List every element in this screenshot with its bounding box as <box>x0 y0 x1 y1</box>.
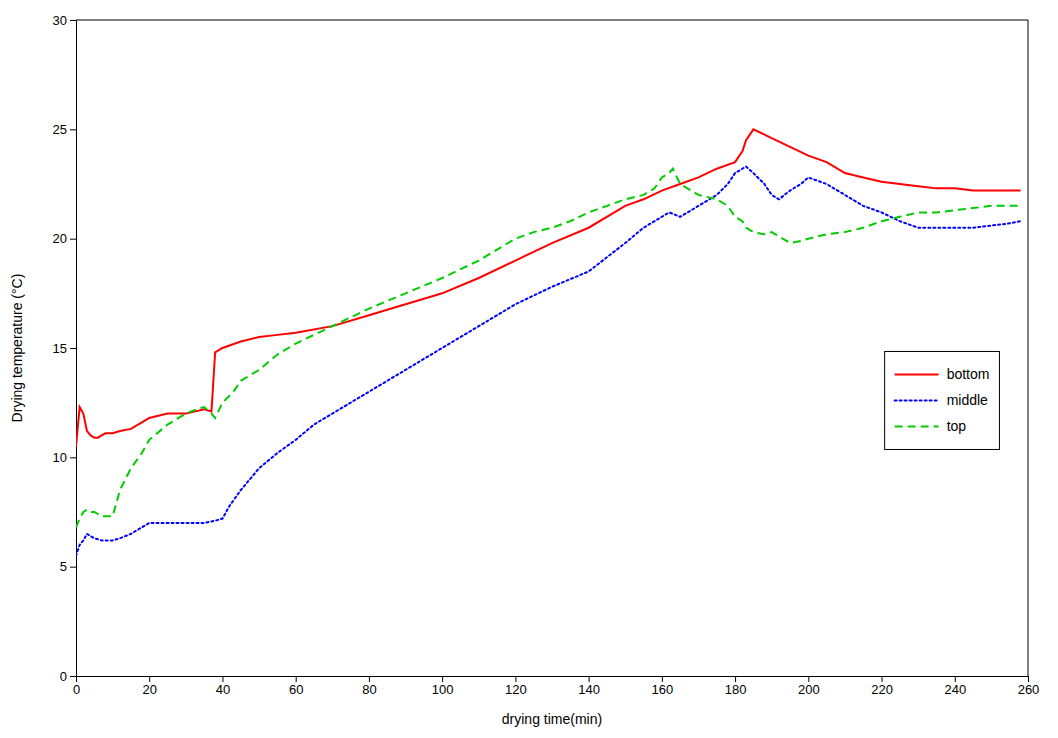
tick-label: 15 <box>53 341 67 356</box>
tick: 40 <box>216 676 230 697</box>
tick-label: 240 <box>944 682 966 697</box>
tick-label: 5 <box>60 559 67 574</box>
tick-label: 40 <box>216 682 230 697</box>
tick: 60 <box>289 676 303 697</box>
x-axis-title: drying time(min) <box>502 711 602 727</box>
tick-mark <box>70 239 76 240</box>
tick-mark <box>70 129 76 130</box>
tick: 5 <box>60 559 76 574</box>
tick-mark <box>296 676 297 682</box>
tick: 30 <box>53 13 76 28</box>
line <box>76 167 1021 556</box>
tick-label: 60 <box>289 682 303 697</box>
tick: 10 <box>53 450 76 465</box>
tick-label: 25 <box>53 122 67 137</box>
legend-entry: bottom <box>947 366 990 382</box>
tick-label: 10 <box>53 450 67 465</box>
axis-line <box>77 677 1029 683</box>
tick-label: 160 <box>651 682 673 697</box>
tick-label: 100 <box>432 682 454 697</box>
tick-label: 0 <box>60 669 67 684</box>
tick-mark <box>70 457 76 458</box>
tick: 200 <box>798 676 820 697</box>
axis-line <box>70 21 77 677</box>
tick-label: 260 <box>1018 682 1040 697</box>
tick-mark <box>442 676 443 682</box>
tick-label: 220 <box>871 682 893 697</box>
frame <box>76 20 1028 21</box>
tick-label: 180 <box>725 682 747 697</box>
tick-mark <box>369 676 370 682</box>
tick: 0 <box>73 676 80 697</box>
tick-label: 140 <box>578 682 600 697</box>
tick-label: 20 <box>142 682 156 697</box>
tick-label: 30 <box>53 13 67 28</box>
tick: 15 <box>53 341 76 356</box>
tick-mark <box>70 348 76 349</box>
tick-mark <box>735 676 736 682</box>
tick-mark <box>222 676 223 682</box>
y-axis-title: Drying temperature (°C) <box>9 274 25 423</box>
tick-mark <box>882 676 883 682</box>
tick-label: 120 <box>505 682 527 697</box>
legend-swatch <box>895 399 939 401</box>
tick-mark <box>1028 676 1029 682</box>
tick: 25 <box>53 122 76 137</box>
tick: 240 <box>944 676 966 697</box>
line <box>76 169 1021 528</box>
tick-label: 0 <box>73 682 80 697</box>
legend-swatch <box>895 373 939 375</box>
tick-label: 20 <box>53 231 67 246</box>
tick: 120 <box>505 676 527 697</box>
legend: bottom middle top <box>885 351 1000 449</box>
tick-label: 80 <box>362 682 376 697</box>
tick: 260 <box>1018 676 1040 697</box>
legend-frame <box>885 351 1000 449</box>
y-axis: 0 5 10 15 20 25 30 <box>53 13 77 684</box>
tick-mark <box>955 676 956 682</box>
frame <box>1028 20 1029 676</box>
tick: 80 <box>362 676 376 697</box>
tick-label: 200 <box>798 682 820 697</box>
tick: 100 <box>432 676 454 697</box>
legend-entry: middle <box>947 392 988 408</box>
tick: 140 <box>578 676 600 697</box>
tick-mark <box>662 676 663 682</box>
tick-mark <box>70 567 76 568</box>
legend-swatch <box>895 425 939 427</box>
x-axis: 0 20 40 60 80 100 120 140 160 180 200 220 240 260 <box>73 676 1039 697</box>
plot: 0 20 40 60 80 100 120 140 160 180 200 220 240 260 0 5 10… <box>53 13 1040 698</box>
tick-mark <box>808 676 809 682</box>
tick-mark <box>515 676 516 682</box>
tick: 0 <box>60 669 76 684</box>
tick-mark <box>70 676 76 677</box>
tick-mark <box>70 20 76 21</box>
lines <box>76 129 1021 555</box>
legend-entry: top <box>947 418 967 434</box>
tick-mark <box>589 676 590 682</box>
tick: 220 <box>871 676 893 697</box>
chart: 0 20 40 60 80 100 120 140 160 180 200 220 240 260 0 5 10… <box>0 0 1058 738</box>
tick-mark <box>149 676 150 682</box>
tick: 160 <box>651 676 673 697</box>
tick: 20 <box>142 676 156 697</box>
tick: 20 <box>53 231 76 246</box>
tick: 180 <box>725 676 747 697</box>
